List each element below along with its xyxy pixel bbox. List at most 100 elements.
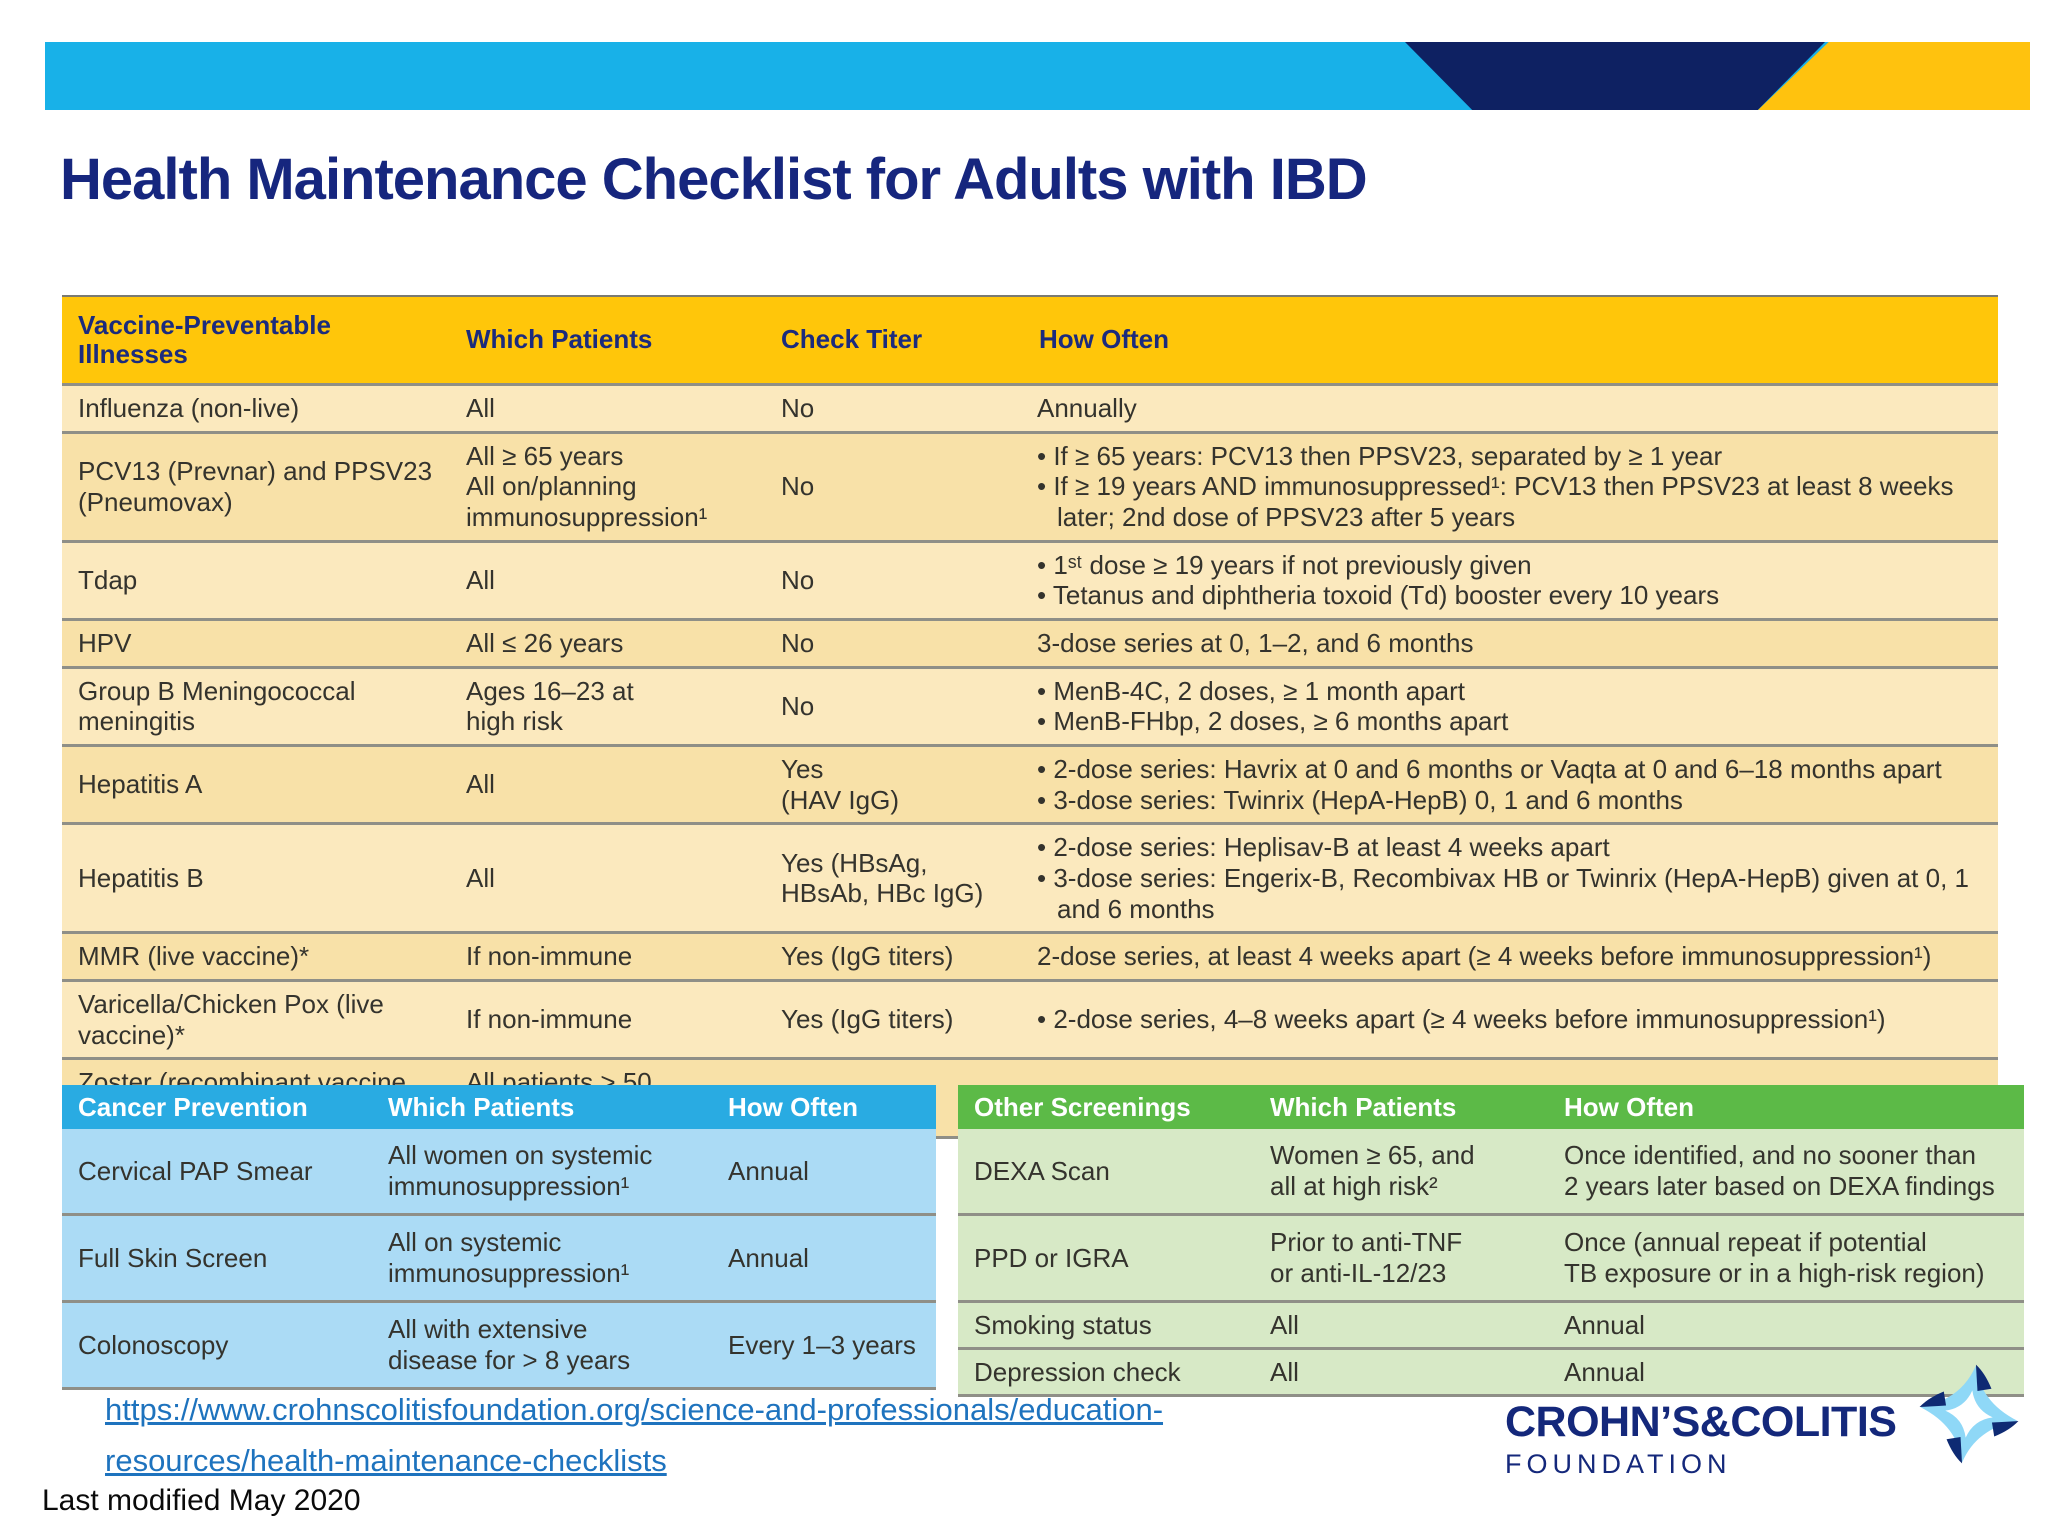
illness-cell: HPV xyxy=(78,628,132,659)
table-row: Varicella/Chicken Pox (live vaccine)* If… xyxy=(62,979,1998,1058)
titer-cell: No xyxy=(781,565,815,596)
how-often-cell: • 1ˢᵗ dose ≥ 19 years if not previously … xyxy=(1037,549,1720,611)
patients-cell: All xyxy=(1270,1356,1299,1387)
table-row: Depression check All Annual xyxy=(958,1347,2024,1394)
vaccine-table-header: Vaccine-Preventable Illnesses Which Pati… xyxy=(62,295,1998,386)
patients-cell: If non-immune xyxy=(466,1004,633,1035)
table-row: PPD or IGRA Prior to anti-TNF or anti-IL… xyxy=(958,1213,2024,1300)
how-often-cell: Annual xyxy=(1564,1309,1645,1340)
how-often-cell: 2-dose series, at least 4 weeks apart (≥… xyxy=(1037,941,1932,972)
illness-cell: Varicella/Chicken Pox (live vaccine)* xyxy=(78,989,384,1050)
table-row: Smoking status All Annual xyxy=(958,1300,2024,1347)
how-often-cell: • 2-dose series, 4–8 weeks apart (≥ 4 we… xyxy=(1037,1004,1886,1035)
other-screenings-table: Other Screenings Which Patients How Ofte… xyxy=(958,1085,2024,1397)
source-link-line1[interactable]: https://www.crohnscolitisfoundation.org/… xyxy=(105,1392,1164,1427)
how-often-cell: • If ≥ 65 years: PCV13 then PPSV23, sepa… xyxy=(1037,440,1954,533)
how-often-cell: Annual xyxy=(1564,1356,1645,1387)
how-often-cell: Annually xyxy=(1037,393,1137,423)
illness-cell: Group B Meningococcal meningitis xyxy=(78,675,356,737)
header-other-screenings: Other Screenings xyxy=(974,1091,1191,1122)
patients-cell: All xyxy=(466,863,495,894)
vaccine-table: Vaccine-Preventable Illnesses Which Pati… xyxy=(62,295,1998,1139)
titer-cell: Yes (HAV IgG) xyxy=(781,754,899,815)
patients-cell: All xyxy=(466,565,495,596)
table-row: PCV13 (Prevnar) and PPSV23 (Pneumovax) A… xyxy=(62,430,1998,540)
table-row: MMR (live vaccine)* If non-immune Yes (I… xyxy=(62,931,1998,980)
patients-cell: Prior to anti-TNF or anti-IL-12/23 xyxy=(1270,1227,1463,1288)
patients-cell: All xyxy=(466,393,495,423)
patients-cell: All women on systemic immunosuppression¹ xyxy=(388,1140,653,1201)
how-often-cell: • 2-dose series: Heplisav-B at least 4 w… xyxy=(1037,832,1969,924)
pinwheel-star-icon xyxy=(1919,1364,2019,1464)
illness-cell: Hepatitis A xyxy=(78,769,203,800)
logo-wordmark: CROHN’S&COLITIS xyxy=(1505,1398,1897,1446)
patients-cell: All xyxy=(466,769,495,800)
how-often-cell: Once identified, and no sooner than 2 ye… xyxy=(1564,1140,1995,1201)
header-patients: Which Patients xyxy=(1270,1091,1457,1122)
header-often: How Often xyxy=(1564,1091,1694,1122)
logo-subtext: FOUNDATION xyxy=(1505,1449,1732,1479)
screening-cell: Depression check xyxy=(974,1356,1181,1387)
patients-cell: All ≥ 65 years All on/planning immunosup… xyxy=(466,440,708,533)
screening-cell: PPD or IGRA xyxy=(974,1242,1129,1273)
how-often-cell: Once (annual repeat if potential TB expo… xyxy=(1564,1227,1985,1288)
screenings-table-header: Other Screenings Which Patients How Ofte… xyxy=(958,1085,2024,1129)
table-row: Hepatitis B All Yes (HBsAg, HBsAb, HBc I… xyxy=(62,822,1998,932)
titer-cell: Yes (HBsAg, HBsAb, HBc IgG) xyxy=(781,847,984,909)
table-row: Hepatitis A All Yes (HAV IgG) • 2-dose s… xyxy=(62,744,1998,823)
source-link-line2[interactable]: resources/health-maintenance-checklists xyxy=(105,1443,667,1479)
how-often-cell: Annual xyxy=(728,1242,809,1273)
table-row: HPV All ≤ 26 years No 3-dose series at 0… xyxy=(62,618,1998,666)
patients-cell: Ages 16–23 at high risk xyxy=(466,675,634,737)
screening-cell: Cervical PAP Smear xyxy=(78,1155,313,1186)
how-often-cell: 3-dose series at 0, 1–2, and 6 months xyxy=(1037,628,1474,659)
cancer-prevention-table: Cancer Prevention Which Patients How Oft… xyxy=(62,1085,936,1390)
table-row: DEXA Scan Women ≥ 65, and all at high ri… xyxy=(958,1129,2024,1213)
screening-cell: DEXA Scan xyxy=(974,1155,1110,1186)
patients-cell: Women ≥ 65, and all at high risk² xyxy=(1270,1140,1475,1201)
table-row: Cervical PAP Smear All women on systemic… xyxy=(62,1129,936,1213)
screening-cell: Smoking status xyxy=(974,1309,1152,1340)
header-patients: Which Patients xyxy=(466,324,653,355)
header-often: How Often xyxy=(1039,324,1169,355)
table-row: Colonoscopy All with extensive disease f… xyxy=(62,1300,936,1387)
banner-navy-shape xyxy=(1405,42,1825,110)
illness-cell: PCV13 (Prevnar) and PPSV23 (Pneumovax) xyxy=(78,456,433,517)
patients-cell: All xyxy=(1270,1309,1299,1340)
illness-cell: MMR (live vaccine)* xyxy=(78,941,310,972)
last-modified: Last modified May 2020 xyxy=(42,1484,361,1517)
titer-cell: No xyxy=(781,471,815,502)
foundation-logo: CROHN’S&COLITIS FOUNDATION xyxy=(1505,1364,2045,1480)
table-row: Full Skin Screen All on systemic immunos… xyxy=(62,1213,936,1300)
header-titer: Check Titer xyxy=(781,324,923,355)
patients-cell: All on systemic immunosuppression¹ xyxy=(388,1227,630,1288)
cancer-table-header: Cancer Prevention Which Patients How Oft… xyxy=(62,1085,936,1129)
vaccine-table-body: Influenza (non-live) All No Annually PCV… xyxy=(62,386,1998,1139)
patients-cell: If non-immune xyxy=(466,941,633,972)
header-cancer-prevention: Cancer Prevention xyxy=(78,1091,308,1122)
illness-cell: Influenza (non-live) xyxy=(78,393,300,423)
source-link: https://www.crohnscolitisfoundation.org/… xyxy=(105,1384,1163,1486)
illness-cell: Tdap xyxy=(78,565,138,596)
page-title: Health Maintenance Checklist for Adults … xyxy=(60,147,1368,212)
header-often: How Often xyxy=(728,1091,858,1122)
table-row: Group B Meningococcal meningitis Ages 16… xyxy=(62,665,1998,745)
screening-cell: Colonoscopy xyxy=(78,1329,229,1360)
titer-cell: No xyxy=(781,628,815,659)
header-patients: Which Patients xyxy=(388,1091,575,1122)
patients-cell: All ≤ 26 years xyxy=(466,628,624,659)
header-illness: Vaccine-Preventable Illnesses xyxy=(78,309,331,369)
screening-cell: Full Skin Screen xyxy=(78,1242,268,1273)
how-often-cell: Every 1–3 years xyxy=(728,1329,916,1360)
titer-cell: No xyxy=(781,691,815,722)
patients-cell: All with extensive disease for > 8 years xyxy=(388,1314,631,1375)
table-row: Tdap All No • 1ˢᵗ dose ≥ 19 years if not… xyxy=(62,539,1998,619)
how-often-cell: • 2-dose series: Havrix at 0 and 6 month… xyxy=(1037,754,1942,815)
titer-cell: Yes (IgG titers) xyxy=(781,1004,954,1035)
table-row: Influenza (non-live) All No Annually xyxy=(62,386,1998,431)
illness-cell: Hepatitis B xyxy=(78,863,204,894)
how-often-cell: Annual xyxy=(728,1155,809,1186)
top-banner xyxy=(45,42,2030,110)
titer-cell: Yes (IgG titers) xyxy=(781,941,954,972)
